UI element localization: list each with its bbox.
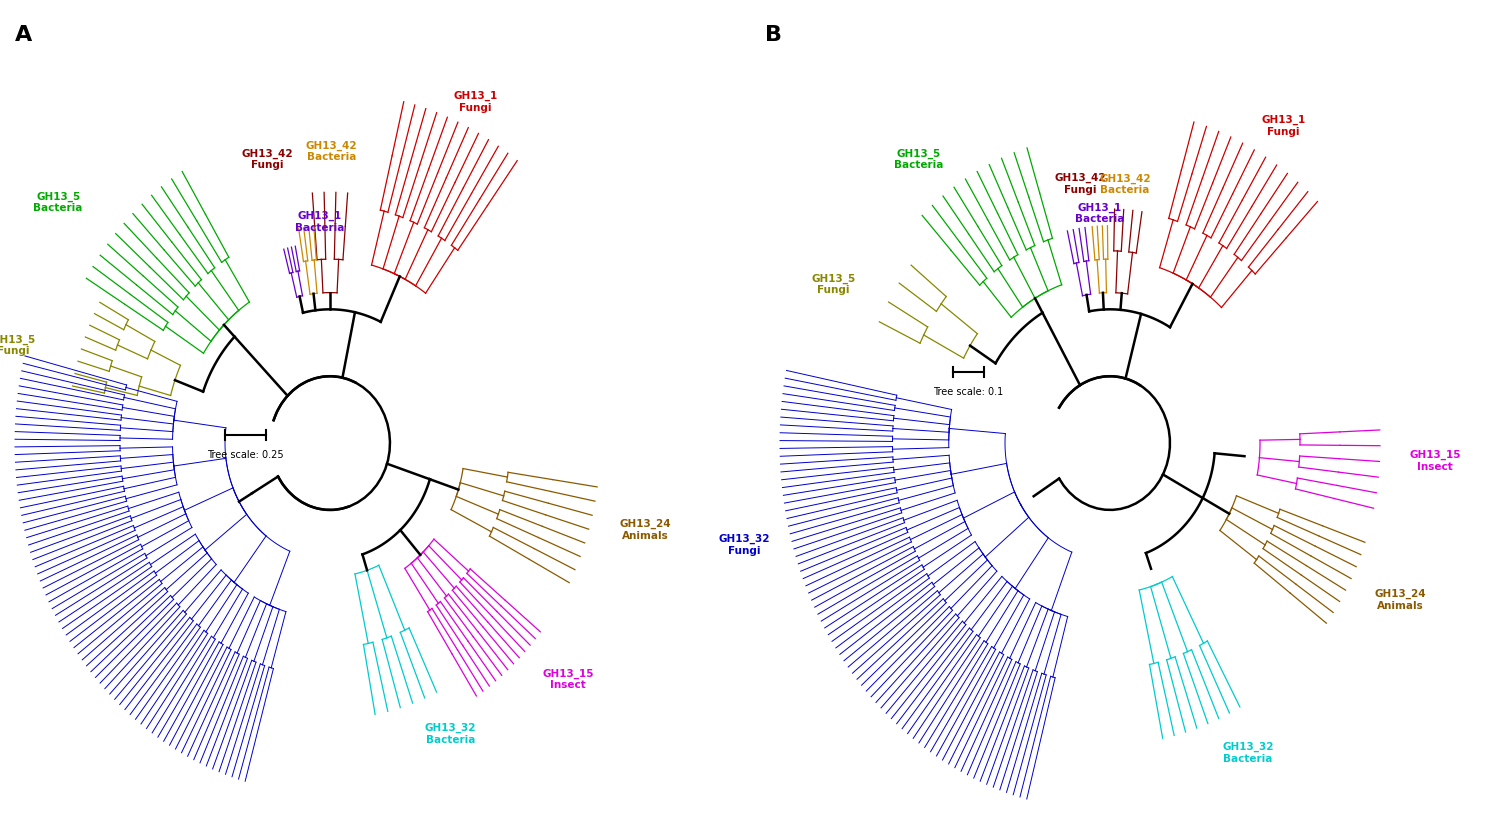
Text: GH13_1
Fungi: GH13_1 Fungi bbox=[453, 91, 498, 113]
Text: GH13_15
Insect: GH13_15 Insect bbox=[542, 669, 594, 691]
Text: GH13_5
Fungi: GH13_5 Fungi bbox=[0, 334, 36, 356]
Text: GH13_24
Animals: GH13_24 Animals bbox=[620, 518, 672, 541]
Text: GH13_42
Bacteria: GH13_42 Bacteria bbox=[306, 140, 357, 162]
Text: B: B bbox=[765, 25, 782, 45]
Text: GH13_5
Bacteria: GH13_5 Bacteria bbox=[894, 149, 944, 171]
Text: GH13_15
Insect: GH13_15 Insect bbox=[1410, 450, 1461, 472]
Text: GH13_42
Bacteria: GH13_42 Bacteria bbox=[1100, 174, 1150, 196]
Text: GH13_1
Fungi: GH13_1 Fungi bbox=[1262, 115, 1305, 136]
Text: GH13_42
Fungi: GH13_42 Fungi bbox=[1054, 173, 1107, 195]
Text: GH13_1
Bacteria: GH13_1 Bacteria bbox=[296, 212, 344, 233]
Text: GH13_24
Animals: GH13_24 Animals bbox=[1376, 589, 1426, 611]
Text: GH13_5
Fungi: GH13_5 Fungi bbox=[812, 273, 855, 295]
Text: GH13_1
Bacteria: GH13_1 Bacteria bbox=[1076, 202, 1125, 224]
Text: Tree scale: 0.25: Tree scale: 0.25 bbox=[207, 450, 284, 460]
Text: GH13_5
Bacteria: GH13_5 Bacteria bbox=[33, 191, 82, 213]
Text: GH13_32
Bacteria: GH13_32 Bacteria bbox=[1222, 742, 1274, 764]
Text: Tree scale: 0.1: Tree scale: 0.1 bbox=[933, 387, 1004, 397]
Text: GH13_32
Bacteria: GH13_32 Bacteria bbox=[424, 723, 477, 745]
Text: GH13_42
Fungi: GH13_42 Fungi bbox=[242, 149, 292, 171]
Text: A: A bbox=[15, 25, 33, 45]
Text: GH13_32
Fungi: GH13_32 Fungi bbox=[718, 534, 770, 556]
